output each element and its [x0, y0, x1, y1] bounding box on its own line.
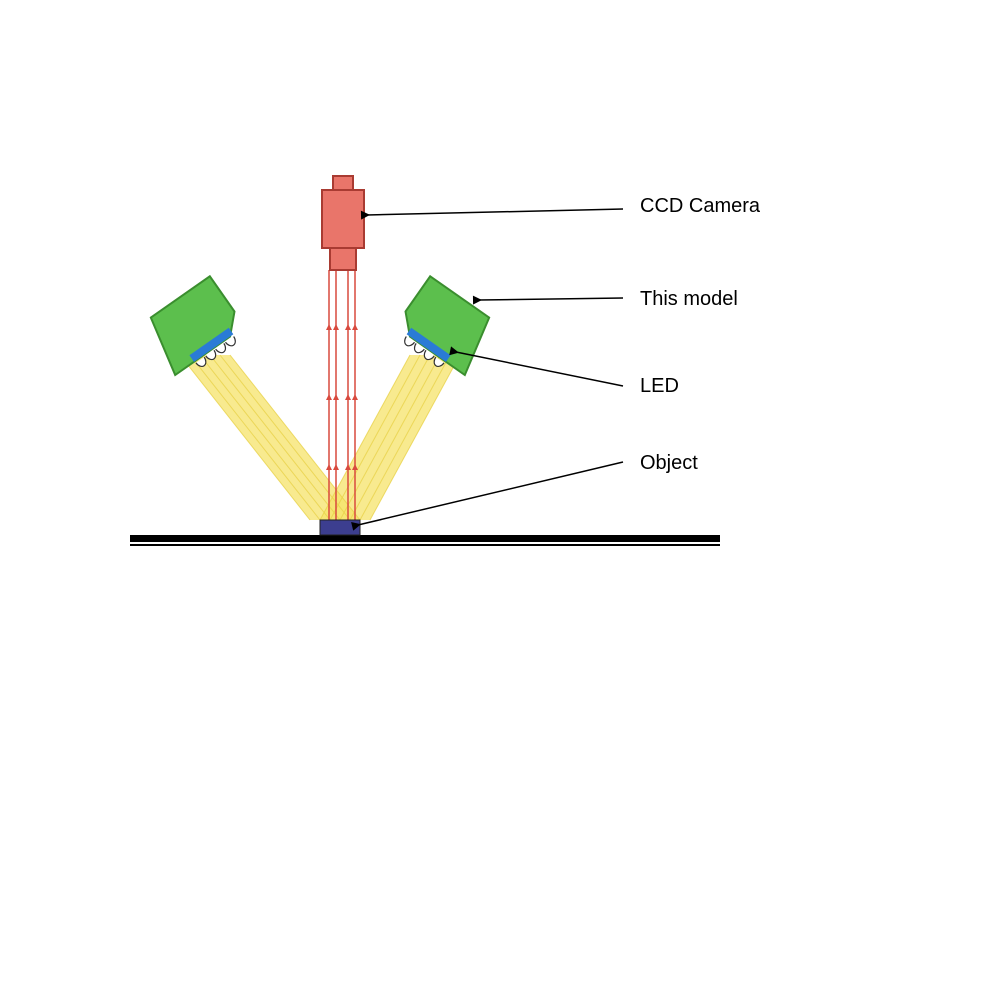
diagram-svg [0, 0, 1000, 1000]
diagram-stage: CCD Camera This model LED Object [0, 0, 1000, 1000]
label-camera: CCD Camera [640, 195, 760, 218]
label-object: Object [640, 452, 698, 475]
label-model: This model [640, 288, 738, 311]
label-led: LED [640, 375, 679, 398]
